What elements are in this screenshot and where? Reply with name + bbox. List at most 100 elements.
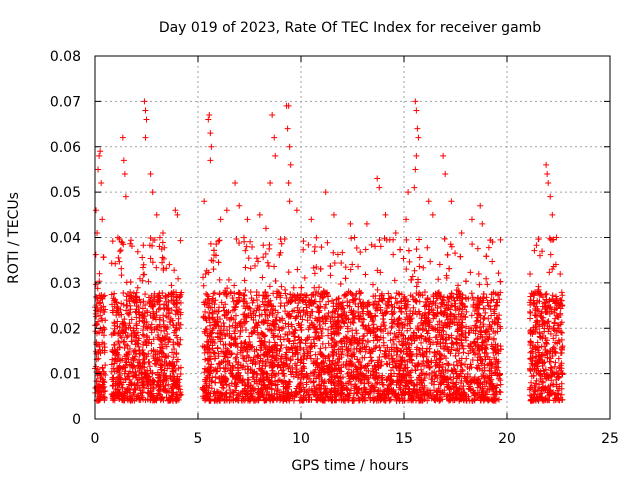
scatter-point [295, 309, 302, 316]
scatter-point [346, 299, 353, 306]
scatter-point [315, 334, 322, 341]
scatter-point [161, 367, 168, 374]
scatter-point [357, 299, 364, 306]
scatter-point [393, 397, 400, 404]
scatter-point [112, 260, 119, 267]
scatter-point [385, 385, 392, 392]
scatter-point [277, 336, 284, 343]
scatter-point [151, 301, 158, 308]
scatter-point [208, 361, 215, 368]
scatter-point [485, 315, 492, 322]
scatter-point [268, 372, 275, 379]
scatter-point [222, 365, 229, 372]
scatter-point [483, 379, 490, 386]
scatter-point [234, 344, 241, 351]
scatter-point [446, 334, 453, 341]
scatter-point [205, 297, 212, 304]
scatter-point [160, 321, 167, 328]
scatter-point [262, 396, 269, 403]
scatter-point [140, 264, 147, 271]
scatter-point [155, 298, 162, 305]
scatter-point [426, 372, 433, 379]
scatter-point [152, 316, 159, 323]
scatter-point [293, 314, 300, 321]
scatter-point [328, 397, 335, 404]
scatter-point [373, 334, 380, 341]
scatter-point [494, 371, 501, 378]
scatter-point [444, 343, 451, 350]
scatter-point [208, 378, 215, 385]
scatter-point [440, 294, 447, 301]
scatter-point [150, 237, 157, 244]
scatter-point [355, 395, 362, 402]
scatter-point [159, 259, 166, 266]
scatter-point [200, 274, 207, 281]
scatter-point [210, 349, 217, 356]
scatter-point [437, 396, 444, 403]
scatter-point [436, 261, 443, 268]
scatter-point [262, 295, 269, 302]
scatter-point [474, 377, 481, 384]
scatter-point [292, 360, 299, 367]
scatter-point [249, 244, 256, 251]
scatter-point [353, 327, 360, 334]
scatter-point [278, 378, 285, 385]
scatter-point [93, 313, 100, 320]
scatter-point [207, 329, 214, 336]
scatter-point [122, 376, 129, 383]
scatter-point [558, 329, 565, 336]
scatter-point [159, 378, 166, 385]
scatter-point [142, 373, 149, 380]
scatter-point [174, 381, 181, 388]
scatter-point [110, 329, 117, 336]
scatter-point [475, 362, 482, 369]
scatter-point [229, 322, 236, 329]
scatter-point [497, 346, 504, 353]
scatter-point [491, 363, 498, 370]
scatter-point [543, 290, 550, 297]
scatter-point [390, 336, 397, 343]
scatter-point [122, 362, 129, 369]
scatter-point [481, 314, 488, 321]
scatter-point [400, 332, 407, 339]
scatter-point [115, 364, 122, 371]
scatter-point [362, 363, 369, 370]
scatter-point [157, 295, 164, 302]
scatter-point [420, 377, 427, 384]
scatter-point [278, 325, 285, 332]
scatter-point [337, 387, 344, 394]
scatter-point [230, 298, 237, 305]
scatter-point [283, 385, 290, 392]
scatter-point [407, 325, 414, 332]
scatter-point [331, 382, 338, 389]
scatter-point [337, 338, 344, 345]
scatter-point [146, 391, 153, 398]
scatter-point [472, 351, 479, 358]
scatter-point [411, 383, 418, 389]
scatter-point [92, 251, 99, 258]
scatter-point [251, 262, 258, 269]
scatter-point [497, 381, 504, 388]
scatter-point [427, 258, 434, 265]
scatter-point [204, 332, 211, 339]
scatter-point [393, 352, 400, 359]
scatter-point [264, 373, 271, 380]
scatter-point [448, 243, 455, 250]
scatter-point [392, 295, 399, 302]
scatter-point [253, 288, 260, 295]
scatter-point [147, 324, 154, 331]
scatter-point [164, 336, 171, 343]
scatter-point [335, 295, 342, 302]
data-points [92, 98, 566, 404]
scatter-point [456, 385, 463, 392]
scatter-point [477, 379, 484, 386]
scatter-point [485, 244, 492, 251]
scatter-point [431, 368, 438, 375]
scatter-point [441, 353, 448, 360]
scatter-point [210, 367, 217, 374]
scatter-point [383, 309, 390, 316]
scatter-point [278, 283, 285, 290]
scatter-point [426, 348, 433, 355]
scatter-point [116, 248, 123, 255]
scatter-point [455, 350, 462, 357]
